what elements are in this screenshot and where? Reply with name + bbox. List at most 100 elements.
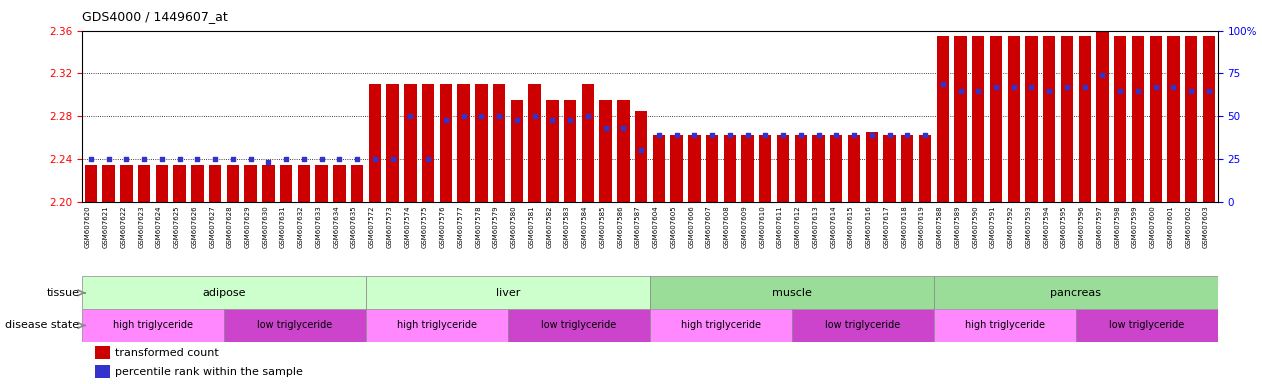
Bar: [901, 136, 914, 202]
Point: [329, 156, 350, 162]
Text: GSM607627: GSM607627: [209, 205, 215, 248]
Text: GSM607573: GSM607573: [386, 205, 392, 248]
Text: GSM607618: GSM607618: [901, 205, 907, 248]
Point: [81, 156, 101, 162]
Bar: [280, 165, 293, 202]
Point: [507, 116, 528, 122]
Text: high triglyceride: high triglyceride: [681, 320, 761, 331]
Text: muscle: muscle: [772, 288, 811, 298]
Point: [791, 132, 811, 138]
Bar: [599, 100, 612, 202]
Text: high triglyceride: high triglyceride: [398, 320, 477, 331]
Point: [755, 132, 775, 138]
Bar: [191, 165, 203, 202]
Text: GSM607634: GSM607634: [333, 205, 339, 248]
Text: GSM607613: GSM607613: [813, 205, 819, 248]
Point: [1039, 88, 1059, 94]
Bar: [404, 84, 416, 202]
Text: GSM607635: GSM607635: [351, 205, 357, 248]
Point: [666, 132, 687, 138]
Text: GSM607620: GSM607620: [85, 205, 91, 248]
Text: GSM607593: GSM607593: [1026, 205, 1031, 248]
Text: GSM607601: GSM607601: [1167, 205, 1174, 248]
Text: liver: liver: [496, 288, 520, 298]
Text: GSM607624: GSM607624: [156, 205, 162, 248]
Text: GSM607628: GSM607628: [227, 205, 233, 248]
Point: [543, 116, 563, 122]
Text: GSM607621: GSM607621: [102, 205, 109, 248]
Bar: [155, 165, 168, 202]
Text: GSM607585: GSM607585: [599, 205, 606, 248]
Text: GSM607612: GSM607612: [795, 205, 801, 248]
Bar: [1042, 36, 1055, 202]
Bar: [723, 136, 736, 202]
Bar: [795, 136, 806, 202]
Point: [631, 147, 651, 153]
Text: GSM607617: GSM607617: [883, 205, 890, 248]
Point: [702, 132, 722, 138]
Text: GSM607607: GSM607607: [705, 205, 712, 248]
Bar: [1203, 36, 1215, 202]
Bar: [1167, 36, 1180, 202]
Text: GSM607577: GSM607577: [458, 205, 463, 248]
Text: GSM607626: GSM607626: [192, 205, 197, 248]
Bar: [457, 84, 469, 202]
Point: [134, 156, 154, 162]
Text: GSM607614: GSM607614: [830, 205, 837, 248]
Text: GSM607605: GSM607605: [670, 205, 676, 248]
Text: pancreas: pancreas: [1050, 288, 1102, 298]
Text: GSM607629: GSM607629: [245, 205, 251, 248]
Bar: [1061, 36, 1073, 202]
Point: [471, 113, 491, 119]
Text: GSM607611: GSM607611: [777, 205, 782, 248]
Text: GSM607583: GSM607583: [564, 205, 570, 248]
Bar: [386, 84, 399, 202]
Point: [1146, 84, 1166, 90]
Bar: [1185, 36, 1198, 202]
Text: GSM607602: GSM607602: [1185, 205, 1191, 248]
Text: low triglyceride: low triglyceride: [1109, 320, 1185, 331]
Bar: [777, 136, 789, 202]
Text: GSM607574: GSM607574: [404, 205, 410, 248]
Bar: [369, 84, 381, 202]
Point: [1075, 84, 1095, 90]
Text: GSM607589: GSM607589: [954, 205, 960, 248]
Point: [827, 132, 847, 138]
Point: [259, 159, 279, 166]
Bar: [1075, 309, 1218, 342]
Point: [809, 132, 829, 138]
Bar: [670, 136, 683, 202]
Bar: [1097, 31, 1109, 202]
Text: GSM607587: GSM607587: [635, 205, 641, 248]
Point: [525, 113, 545, 119]
Point: [950, 88, 970, 94]
Text: low triglyceride: low triglyceride: [257, 320, 333, 331]
Text: GSM607603: GSM607603: [1203, 205, 1209, 248]
Text: GSM607598: GSM607598: [1114, 205, 1121, 248]
Text: GDS4000 / 1449607_at: GDS4000 / 1449607_at: [82, 10, 227, 23]
Text: GSM607615: GSM607615: [848, 205, 854, 248]
Text: GSM607579: GSM607579: [493, 205, 498, 248]
Text: GSM607575: GSM607575: [422, 205, 428, 248]
Bar: [688, 136, 700, 202]
Text: GSM607619: GSM607619: [919, 205, 925, 248]
Text: GSM607588: GSM607588: [936, 205, 943, 248]
Bar: [989, 36, 1002, 202]
Point: [382, 156, 403, 162]
Bar: [298, 165, 310, 202]
Text: GSM607616: GSM607616: [866, 205, 872, 248]
Bar: [439, 84, 452, 202]
Text: GSM607597: GSM607597: [1097, 205, 1103, 248]
Bar: [564, 100, 577, 202]
Bar: [316, 165, 328, 202]
Bar: [883, 136, 896, 202]
Text: GSM607631: GSM607631: [280, 205, 286, 248]
Point: [933, 81, 953, 87]
Bar: [333, 165, 346, 202]
Text: high triglyceride: high triglyceride: [965, 320, 1045, 331]
Text: GSM607576: GSM607576: [440, 205, 445, 248]
Point: [1164, 84, 1184, 90]
Bar: [617, 100, 630, 202]
Point: [204, 156, 225, 162]
Point: [347, 156, 367, 162]
